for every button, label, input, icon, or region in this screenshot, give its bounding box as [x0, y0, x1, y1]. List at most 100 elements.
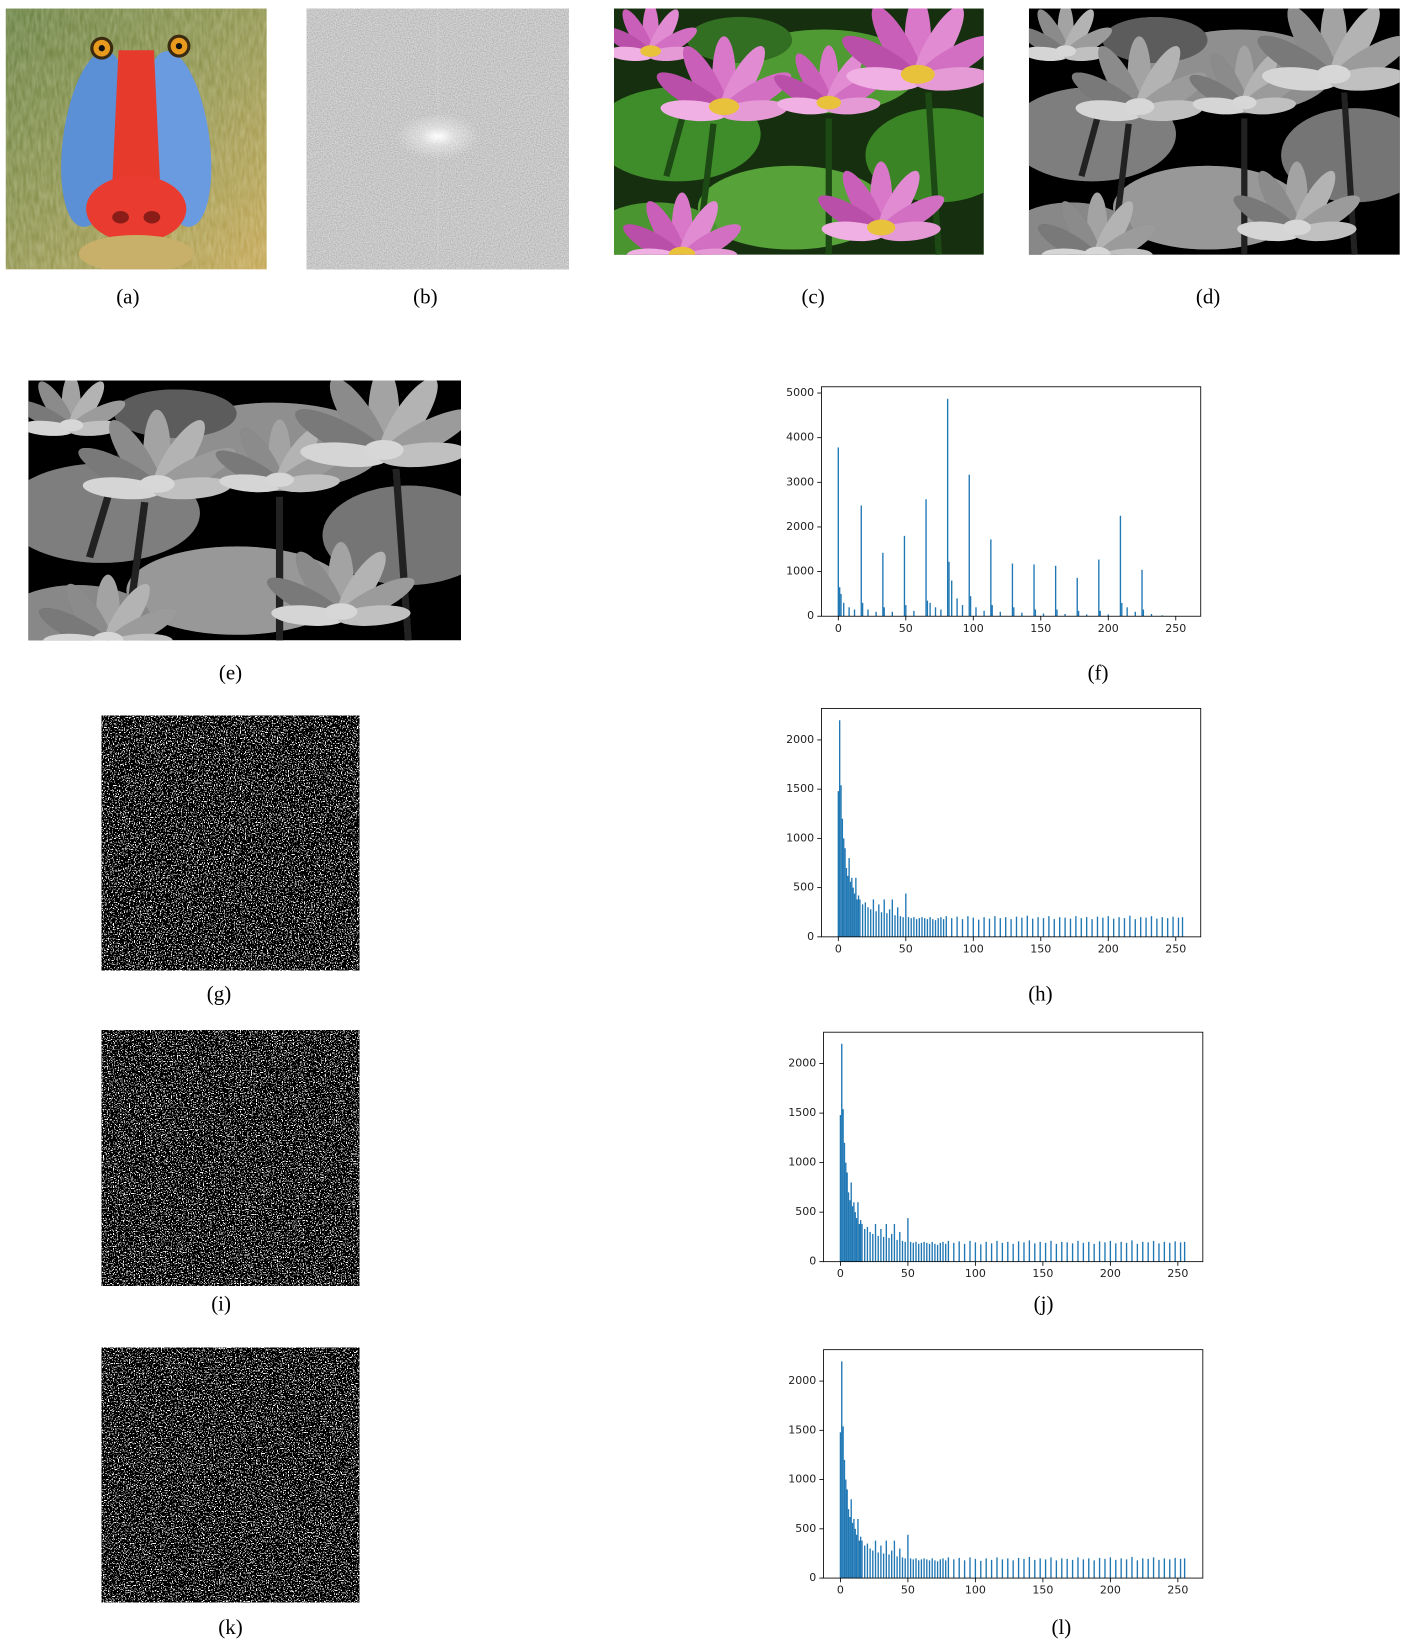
histogram-bar	[1150, 614, 1153, 617]
x-tick-label: 100	[965, 1267, 986, 1280]
caption: (c)	[801, 285, 824, 309]
histogram-bar	[926, 1242, 928, 1262]
histogram-bar	[988, 918, 991, 937]
histogram-bar	[1064, 917, 1066, 937]
histogram-bar	[1044, 1242, 1047, 1262]
histogram-bar	[928, 1243, 931, 1262]
y-tick-label: 2000	[788, 1057, 816, 1070]
axes-frame	[821, 708, 1202, 938]
histogram-bar	[864, 1228, 866, 1262]
histogram-bar	[851, 1206, 854, 1262]
histogram-bar	[880, 1228, 882, 1262]
histogram-bar	[942, 1558, 944, 1579]
histogram-bar	[1136, 1243, 1139, 1262]
y-tick-label: 0	[809, 1571, 816, 1584]
histogram-bar	[1017, 1557, 1020, 1579]
histogram-bar	[840, 593, 842, 617]
histogram-bar	[846, 1172, 848, 1262]
histogram-bar	[886, 913, 888, 937]
image-baboon	[5, 8, 267, 270]
histogram-bar	[888, 909, 891, 937]
x-tick-label: 200	[1098, 622, 1119, 635]
histogram-bar	[883, 899, 885, 937]
histogram-bar	[861, 904, 864, 937]
histogram-bar	[1059, 917, 1061, 937]
histogram-bar	[1129, 915, 1131, 937]
x-tick-label: 0	[835, 942, 842, 955]
histogram-bar	[858, 1224, 860, 1262]
histogram-bar	[990, 1243, 993, 1262]
histogram-bar	[853, 1518, 855, 1579]
histogram-bar	[838, 587, 841, 617]
histogram-bar	[951, 918, 953, 937]
histogram-bar	[1005, 917, 1007, 937]
histogram-bar	[991, 605, 993, 617]
histogram-bar	[1054, 565, 1057, 617]
histogram-bar	[859, 1536, 862, 1579]
histogram-bar	[899, 1548, 901, 1579]
histogram-bar	[1107, 916, 1109, 937]
histogram-bar	[1179, 1558, 1182, 1579]
histogram-bar	[1142, 1241, 1144, 1262]
y-tick-label: 4000	[786, 431, 814, 444]
histogram-bar	[859, 1220, 862, 1262]
histogram-bar	[968, 474, 970, 617]
image-lilies-gray	[1008, 0, 1404, 270]
histogram-bar	[843, 1142, 846, 1262]
histogram-bar	[999, 611, 1001, 617]
histogram-bar	[894, 915, 896, 937]
caption: (e)	[219, 661, 242, 685]
histogram-bar	[1098, 1557, 1101, 1579]
histogram-bar	[849, 881, 852, 937]
axes-frame	[823, 1031, 1204, 1263]
image-encrypted	[101, 1030, 360, 1286]
histogram-bar	[878, 904, 880, 937]
x-tick-label: 200	[1100, 1267, 1121, 1280]
histogram-bar	[854, 1212, 856, 1262]
histogram-bar	[861, 1540, 863, 1579]
y-tick-label: 1500	[788, 1423, 816, 1436]
histogram-bar	[1015, 916, 1018, 937]
histogram-bar	[945, 1560, 947, 1579]
histogram-bar	[940, 917, 942, 937]
x-tick-label: 0	[837, 1584, 844, 1597]
histogram-bar	[1134, 919, 1136, 937]
histogram-bar	[1093, 1243, 1095, 1262]
histogram-bar	[985, 1241, 987, 1262]
histogram-bar	[849, 1200, 851, 1262]
histogram-bar	[947, 1240, 950, 1262]
histogram-bar	[1039, 1558, 1041, 1579]
caption: (d)	[1196, 285, 1220, 309]
histogram-bar	[926, 1559, 928, 1579]
histogram-bar	[963, 1560, 966, 1579]
histogram-bar	[912, 1242, 914, 1262]
histogram-bar	[980, 1244, 982, 1262]
histogram-bar	[852, 887, 854, 937]
histogram-bar	[851, 1522, 854, 1579]
histogram-bar	[972, 917, 974, 937]
histogram-bar	[1099, 610, 1101, 617]
histogram-bar	[1050, 1557, 1052, 1579]
histogram-bar	[1034, 609, 1037, 617]
image-encrypted	[101, 1347, 360, 1603]
histogram-bar	[855, 1218, 858, 1262]
histogram-bar	[951, 580, 953, 617]
histogram-bar	[1091, 919, 1093, 937]
histogram-bar	[1142, 1558, 1144, 1579]
histogram-bar	[839, 1432, 842, 1579]
histogram-bar	[1021, 917, 1023, 937]
histogram-bar	[1082, 1559, 1085, 1579]
histogram-bar	[885, 1224, 887, 1262]
histogram-bar	[875, 611, 877, 617]
y-tick-label: 1000	[786, 565, 814, 578]
histogram-bar	[1034, 1243, 1036, 1262]
histogram-bar	[858, 1540, 860, 1579]
histogram-bar	[1163, 1558, 1166, 1579]
y-tick-label: 5000	[786, 386, 814, 399]
histogram-bar	[934, 607, 937, 617]
histogram-bar	[918, 1560, 920, 1579]
histogram-bar	[874, 1224, 877, 1262]
histogram-bar	[1150, 916, 1153, 937]
histogram-bar	[893, 1224, 896, 1262]
histogram-bar	[1145, 917, 1147, 937]
